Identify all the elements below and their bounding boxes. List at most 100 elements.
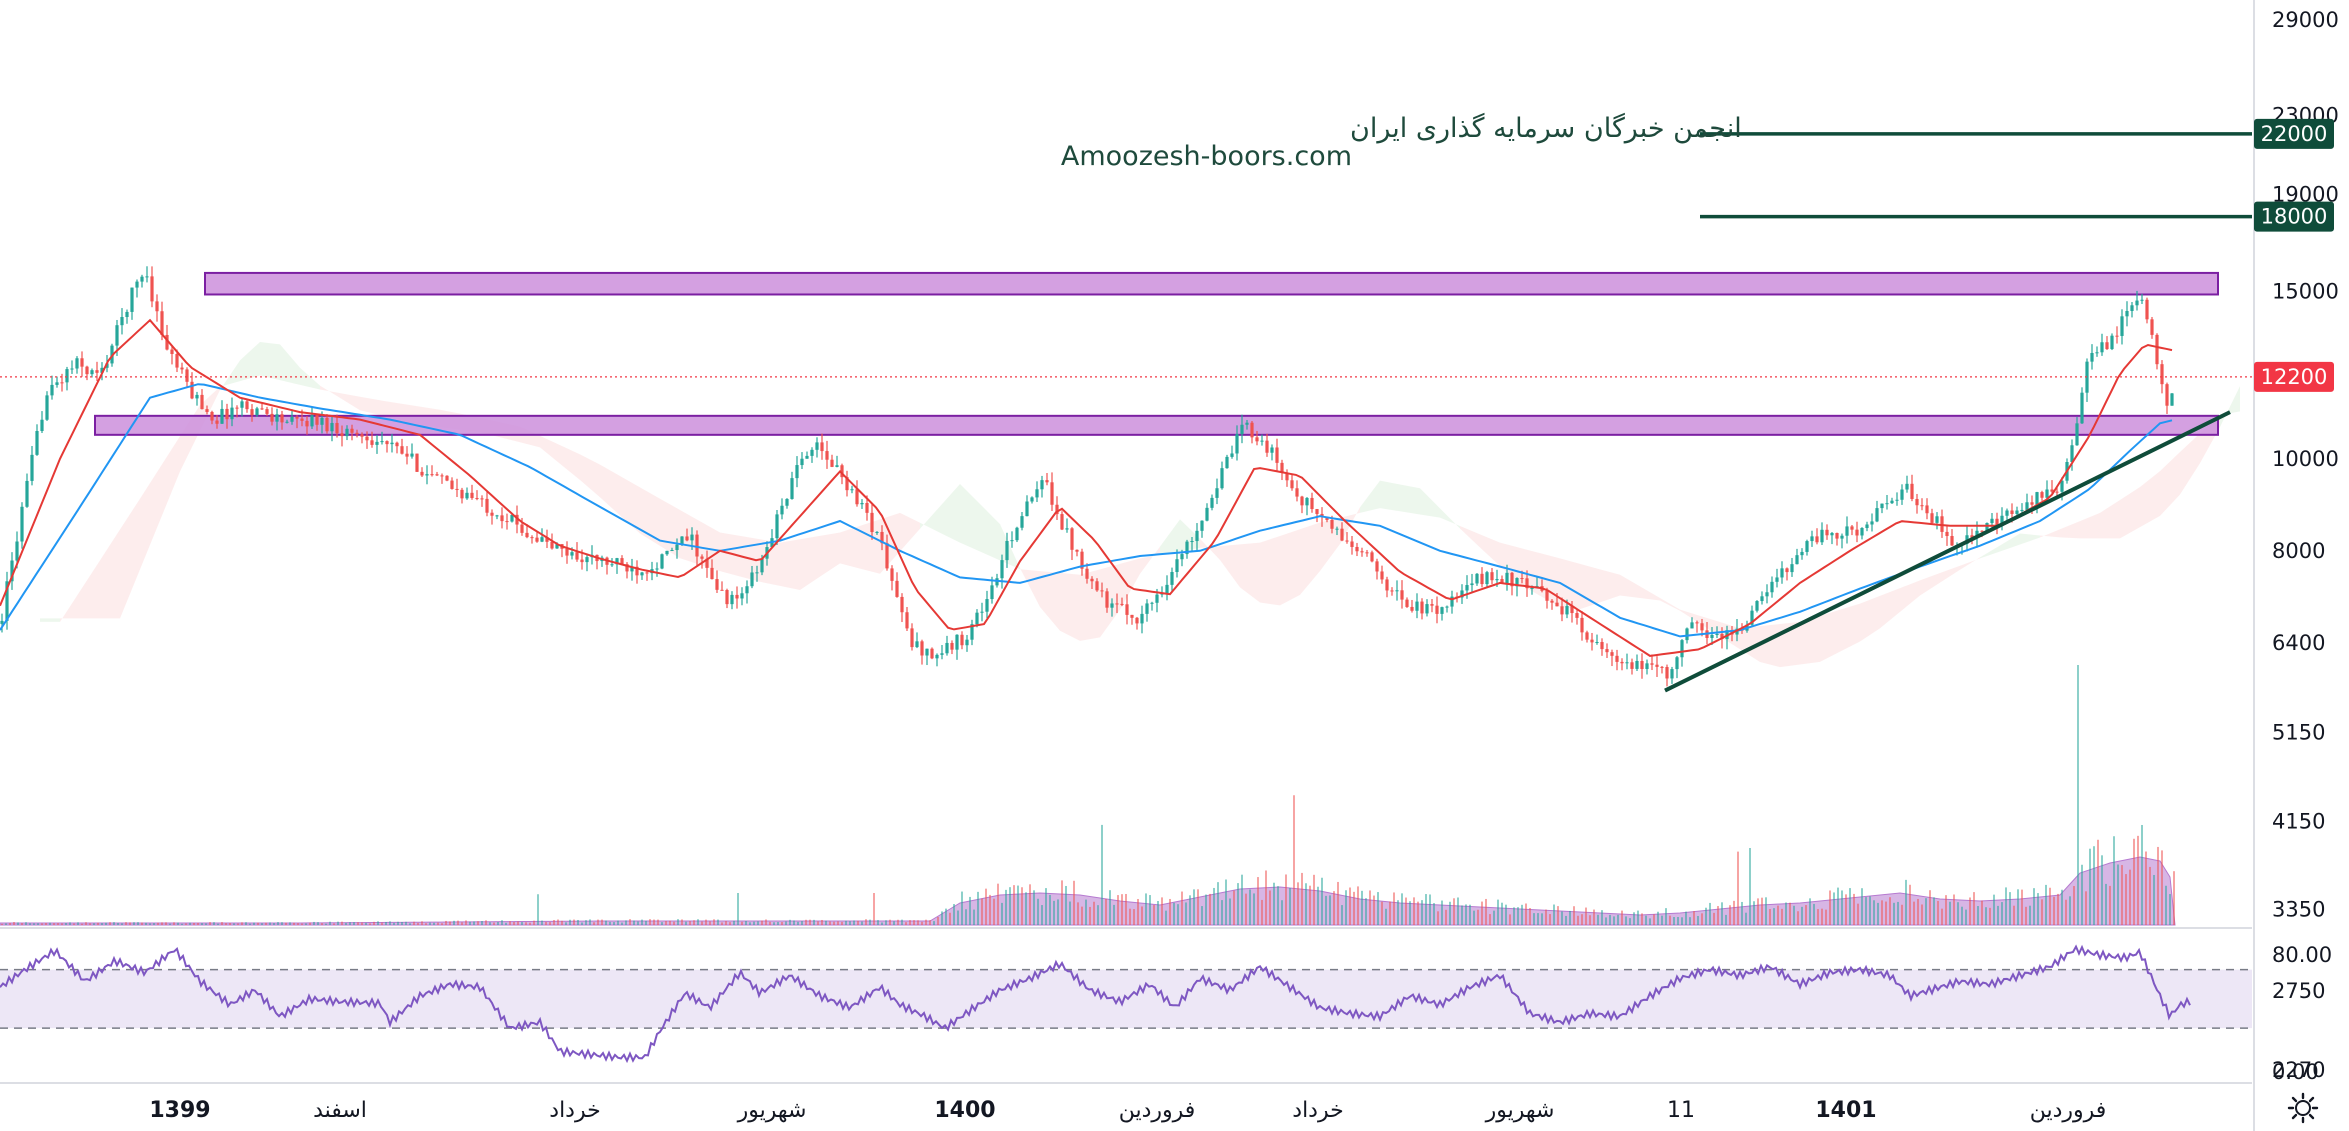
candle-body bbox=[645, 572, 649, 574]
candle-body bbox=[1865, 524, 1869, 529]
candle-body bbox=[1790, 564, 1794, 573]
candle-body bbox=[1365, 552, 1369, 554]
cloud-segment bbox=[1920, 573, 1940, 596]
candle-body bbox=[950, 642, 954, 650]
cloud-segment bbox=[1620, 574, 1640, 598]
candle-body bbox=[980, 611, 984, 613]
cloud-segment bbox=[1520, 547, 1540, 596]
candle-body bbox=[1280, 462, 1284, 473]
cloud-segment bbox=[1220, 544, 1240, 588]
cloud-segment bbox=[1260, 535, 1280, 606]
cloud-segment bbox=[960, 483, 980, 552]
candle-body bbox=[1015, 527, 1019, 541]
cloud-segment bbox=[1500, 542, 1520, 585]
candle-body bbox=[1415, 601, 1419, 611]
candle-body bbox=[2115, 335, 2119, 337]
candle-body bbox=[1070, 528, 1074, 550]
candle-body bbox=[1830, 532, 1834, 536]
candle-body bbox=[555, 544, 559, 549]
candle-body bbox=[0, 620, 4, 624]
cloud-segment bbox=[1040, 571, 1060, 631]
candle-body bbox=[155, 301, 159, 312]
candle-body bbox=[2050, 489, 2054, 492]
candle-body bbox=[1355, 546, 1359, 552]
candle-body bbox=[870, 512, 874, 533]
candle-body bbox=[780, 505, 784, 515]
candle-body bbox=[2040, 492, 2044, 498]
candle-body bbox=[1205, 507, 1209, 521]
watermark-title: انجمن خبرگان سرمایه گذاری ایران bbox=[1350, 112, 1742, 144]
candle-body bbox=[100, 367, 104, 373]
candle-body bbox=[1795, 555, 1799, 565]
time-tick-label: 11 bbox=[1667, 1098, 1695, 1123]
cloud-segment bbox=[540, 435, 560, 464]
candle-body bbox=[1825, 529, 1829, 536]
candle-body bbox=[1105, 591, 1109, 608]
candle-body bbox=[1025, 501, 1029, 517]
cloud-segment bbox=[1460, 525, 1480, 548]
candle-body bbox=[2105, 342, 2109, 350]
candle-body bbox=[1255, 437, 1259, 442]
candle-body bbox=[1375, 561, 1379, 572]
candle-body bbox=[195, 394, 199, 399]
cloud-segment bbox=[2080, 512, 2100, 539]
cloud-segment bbox=[1440, 508, 1460, 529]
candle-body bbox=[1150, 602, 1154, 604]
candle-body bbox=[1560, 606, 1564, 615]
candle-body bbox=[540, 537, 544, 542]
candle-body bbox=[145, 276, 149, 278]
candle-body bbox=[835, 465, 839, 467]
candle-body bbox=[820, 442, 824, 452]
candle-body bbox=[315, 415, 319, 425]
candle-body bbox=[685, 536, 689, 541]
candle-body bbox=[620, 558, 624, 565]
candle-body bbox=[1145, 603, 1149, 614]
candle-body bbox=[1220, 468, 1224, 489]
candle-body bbox=[1635, 660, 1639, 669]
candle-body bbox=[2060, 480, 2064, 492]
candle-body bbox=[1320, 513, 1324, 517]
candle-body bbox=[1605, 649, 1609, 653]
cloud-segment bbox=[980, 504, 1000, 561]
cloud-segment bbox=[60, 591, 80, 622]
cloud-segment bbox=[120, 498, 140, 619]
candle-body bbox=[2035, 492, 2039, 505]
candle-body bbox=[2135, 300, 2139, 306]
candle-body bbox=[125, 311, 129, 318]
candle-body bbox=[1200, 520, 1204, 531]
candle-body bbox=[30, 454, 34, 481]
candle-body bbox=[1050, 482, 1054, 505]
candle-body bbox=[655, 568, 659, 570]
candle-body bbox=[1125, 604, 1129, 615]
candle-body bbox=[900, 596, 904, 613]
candle-body bbox=[960, 634, 964, 646]
ma-fast-line bbox=[0, 318, 2173, 657]
cloud-segment bbox=[1140, 546, 1160, 574]
candle-body bbox=[1975, 530, 1979, 538]
candle-body bbox=[1595, 642, 1599, 644]
cloud-segment bbox=[1820, 609, 1840, 662]
candle-body bbox=[2025, 502, 2029, 510]
candle-body bbox=[1475, 573, 1479, 584]
candle-body bbox=[295, 416, 299, 419]
candle-body bbox=[1380, 571, 1384, 580]
candle-body bbox=[525, 532, 529, 538]
candle-body bbox=[1565, 606, 1569, 615]
settings-gear-icon[interactable] bbox=[2287, 1092, 2319, 1124]
candle-body bbox=[340, 433, 344, 437]
cloud-segment bbox=[1980, 545, 2000, 559]
cloud-segment bbox=[680, 509, 700, 565]
cloud-segment bbox=[840, 525, 860, 569]
rsi-tick-label: 0.00 bbox=[2272, 1060, 2319, 1084]
candle-body bbox=[300, 418, 304, 421]
candle-body bbox=[1115, 603, 1119, 605]
candle-body bbox=[1340, 528, 1344, 541]
candle-body bbox=[1630, 662, 1634, 669]
candle-body bbox=[1305, 497, 1309, 506]
candle-body bbox=[1805, 541, 1809, 552]
candle-body bbox=[1585, 632, 1589, 640]
cloud-segment bbox=[560, 445, 580, 481]
candle-body bbox=[2045, 489, 2049, 498]
cloud-segment bbox=[1960, 557, 1980, 570]
